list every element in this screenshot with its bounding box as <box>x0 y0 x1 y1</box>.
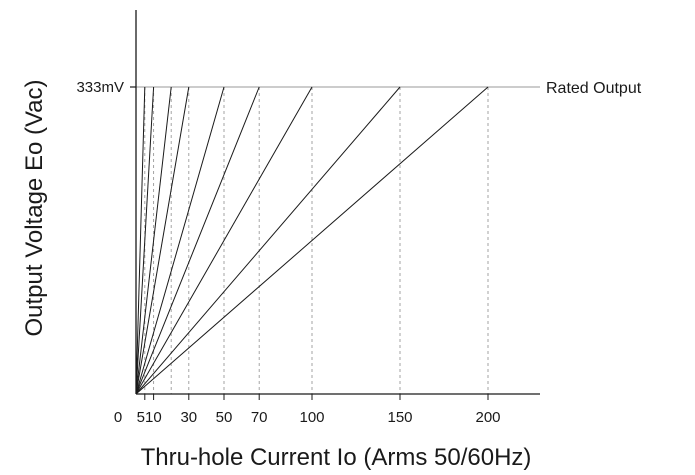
x-tick-label-150: 150 <box>387 409 412 426</box>
series-line-150 <box>135 86 401 395</box>
series-line-20 <box>135 86 172 395</box>
series-line-200 <box>135 86 489 395</box>
x-tick-label-200: 200 <box>475 409 500 426</box>
series-line-50 <box>135 86 225 395</box>
rated-output-line-label: Rated Output <box>546 80 642 97</box>
series-line-5 <box>135 86 146 395</box>
series-line-30 <box>135 86 190 395</box>
x-tick-label-50: 50 <box>216 409 233 426</box>
series-line-10 <box>135 86 155 395</box>
plot-area: 510 30 50 70 100 150 200 <box>130 10 540 426</box>
x-tick-label-100: 100 <box>299 409 324 426</box>
x-tick-label-510: 510 <box>137 409 162 426</box>
rated-output-y-label: 333mV <box>76 79 124 96</box>
series-line-70 <box>135 86 260 395</box>
y-axis-title: Output Voltage Eo (Vac) <box>21 79 48 336</box>
x-axis-title: Thru-hole Current Io (Arms 50/60Hz) <box>141 444 532 471</box>
x-tick-label-70: 70 <box>251 409 268 426</box>
series-line-100 <box>135 86 313 395</box>
origin-tick-label: 0 <box>114 409 122 426</box>
x-tick-label-30: 30 <box>180 409 197 426</box>
